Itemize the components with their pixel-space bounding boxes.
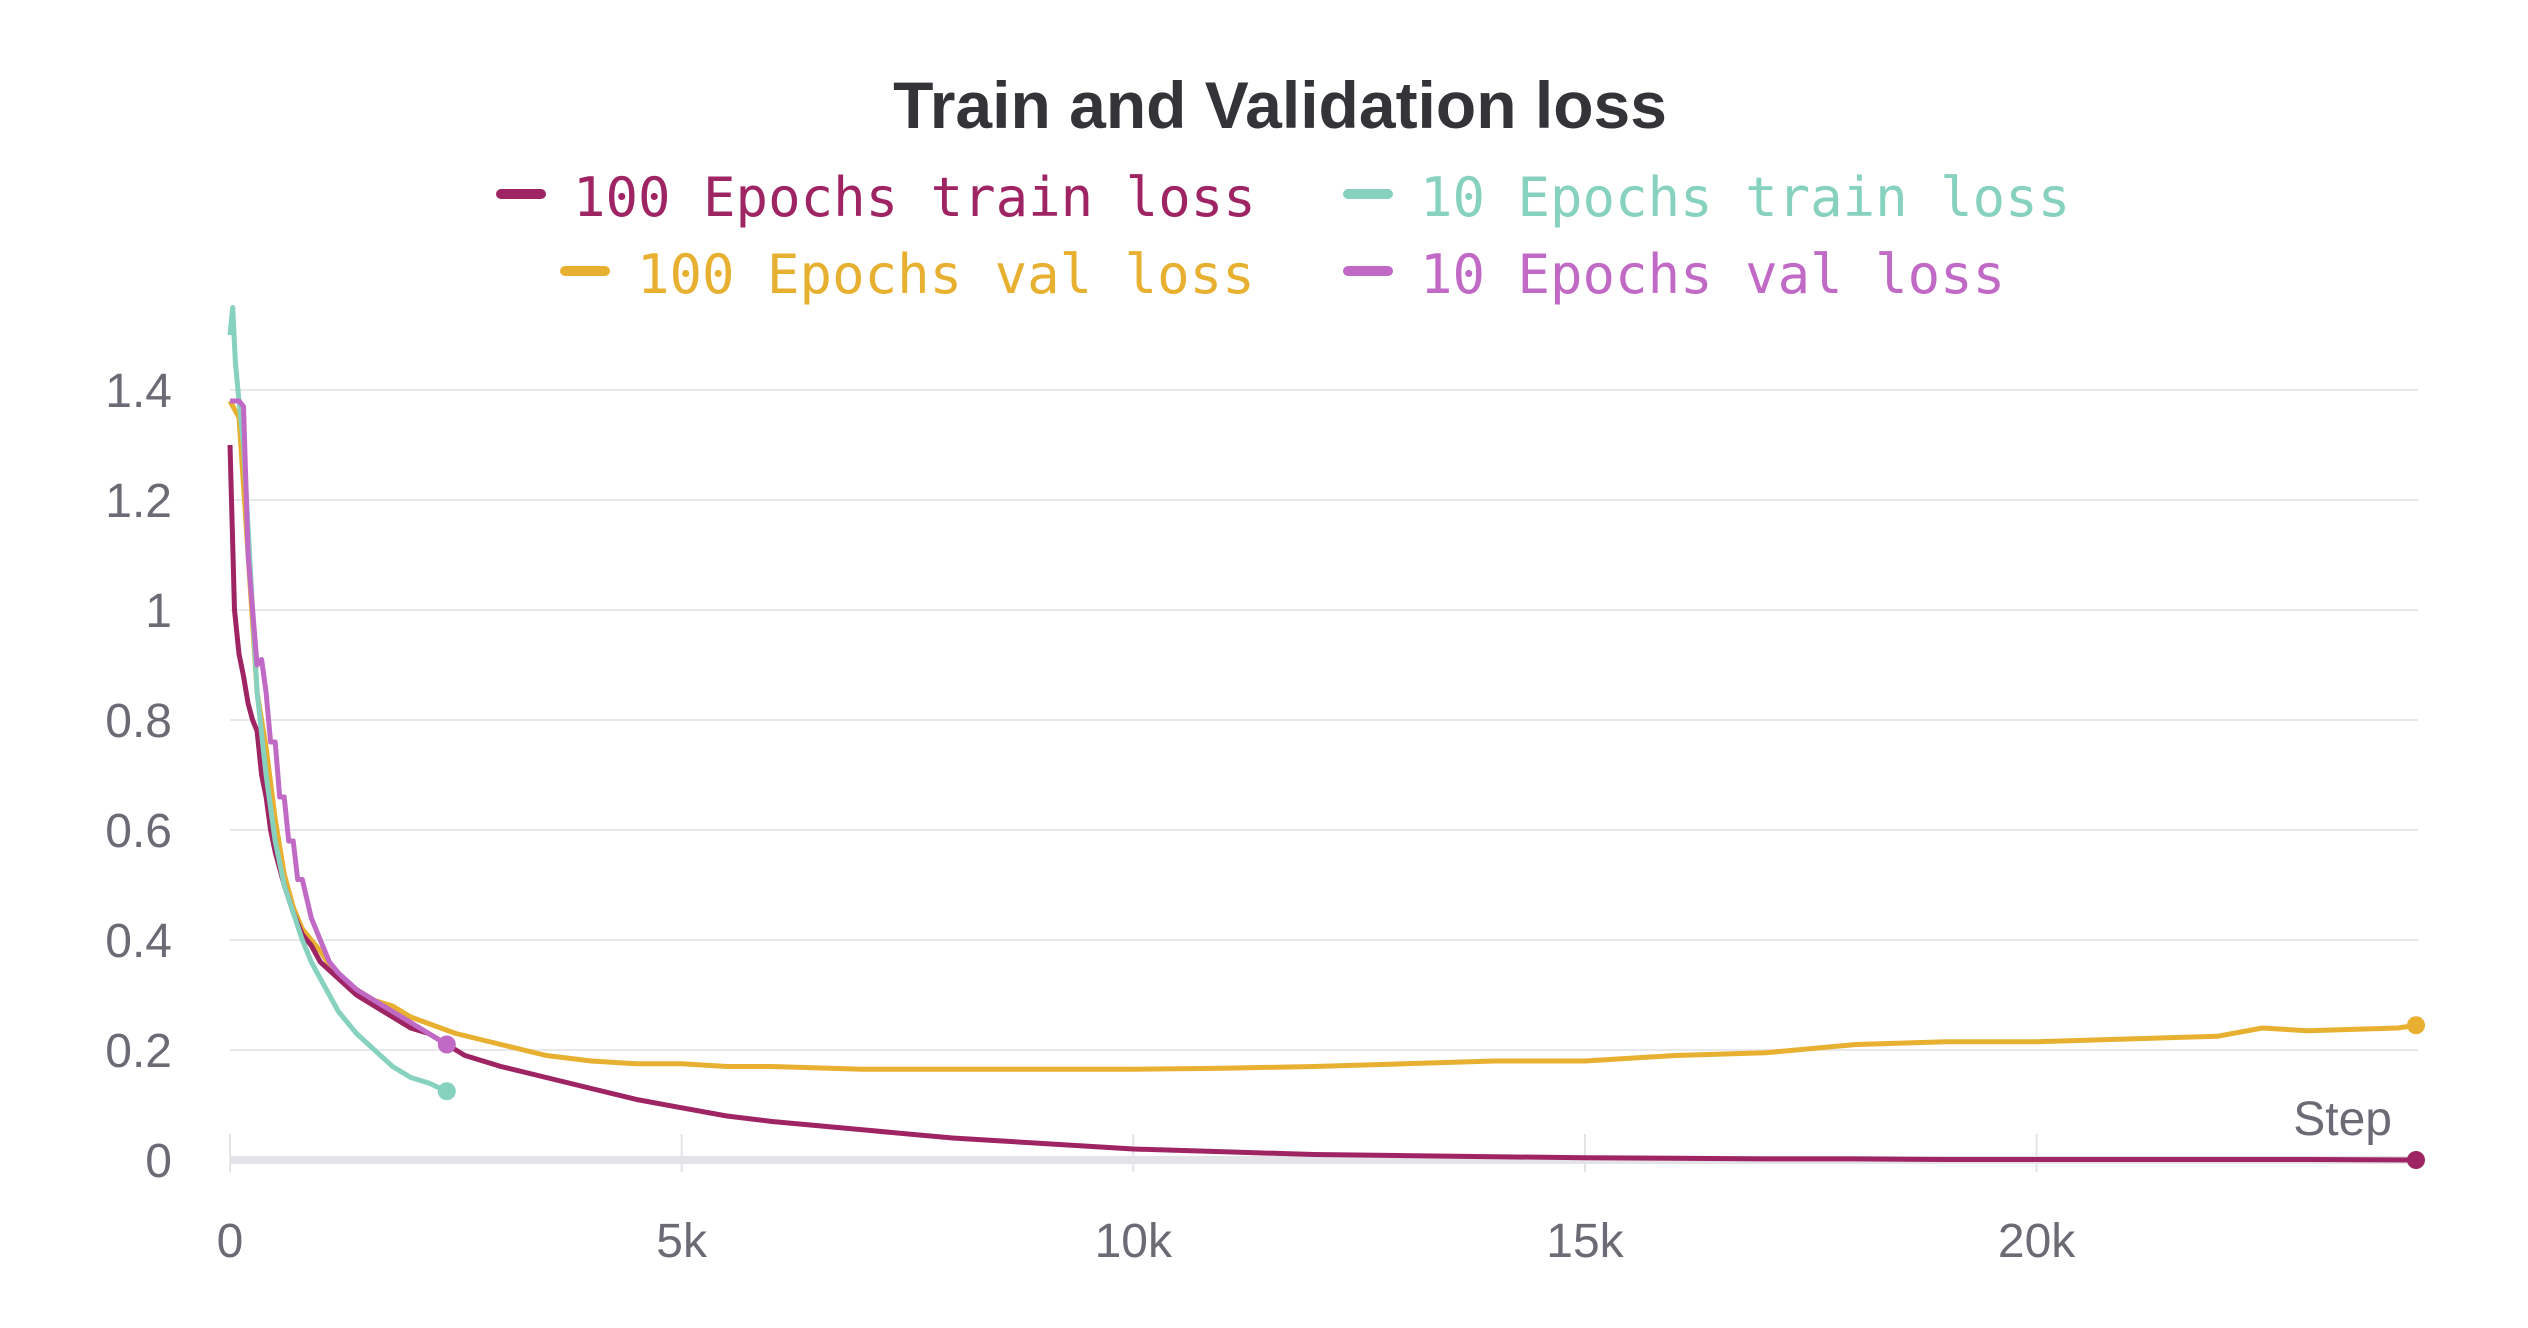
x-tick-label: 15k bbox=[1546, 1215, 1624, 1268]
series-lines bbox=[227, 305, 2425, 1169]
legend-label-10-epochs-train-loss: 10 Epochs train loss bbox=[1420, 166, 2070, 229]
legend-swatch-100-epochs-train-loss bbox=[496, 189, 546, 199]
legend-label-100-epochs-train-loss: 100 Epochs train loss bbox=[573, 166, 1256, 229]
legend-swatch-100-epochs-val-loss bbox=[560, 266, 610, 276]
grid bbox=[230, 389, 2418, 1051]
series-line-10-epochs-val-loss bbox=[230, 398, 449, 1047]
legend-label-10-epochs-val-loss: 10 Epochs val loss bbox=[1420, 243, 2005, 306]
series-end-point bbox=[437, 1035, 456, 1054]
x-tick-label: 20k bbox=[1998, 1215, 2076, 1268]
legend: 100 Epochs train loss 10 Epochs train lo… bbox=[496, 166, 2070, 306]
x-tick-label: 0 bbox=[217, 1215, 244, 1268]
y-tick-label: 0 bbox=[145, 1135, 172, 1188]
series-end-point bbox=[2407, 1151, 2425, 1169]
series-end-point bbox=[2407, 1016, 2425, 1035]
y-tick-label: 0.6 bbox=[105, 805, 172, 858]
legend-label-100-epochs-val-loss: 100 Epochs val loss bbox=[637, 243, 1255, 306]
x-axis-label: Step bbox=[2293, 1093, 2392, 1146]
series-line-100-epochs-train-loss bbox=[227, 444, 2417, 1163]
series-line-10-epochs-train-loss bbox=[227, 305, 448, 1094]
legend-swatch-10-epochs-train-loss bbox=[1343, 189, 1393, 199]
series-line-100-epochs-val-loss bbox=[227, 399, 2417, 1072]
x-tick-label: 5k bbox=[656, 1215, 708, 1268]
y-tick-label: 0.8 bbox=[105, 695, 172, 748]
y-tick-label: 1.4 bbox=[105, 365, 172, 418]
y-tick-label: 1 bbox=[145, 585, 172, 638]
chart-title: Train and Validation loss bbox=[893, 68, 1667, 142]
y-tick-label: 0.2 bbox=[105, 1025, 172, 1078]
axis-ticks: 0 0.2 0.4 0.6 0.8 1 1.2 1.4 0 5k 10k 15k 20k bbox=[105, 365, 2076, 1268]
x-tick-label: 10k bbox=[1095, 1215, 1173, 1268]
legend-swatch-10-epochs-val-loss bbox=[1343, 266, 1393, 276]
y-tick-label: 1.2 bbox=[105, 475, 172, 528]
series-end-point bbox=[437, 1082, 456, 1101]
y-tick-label: 0.4 bbox=[105, 915, 172, 968]
